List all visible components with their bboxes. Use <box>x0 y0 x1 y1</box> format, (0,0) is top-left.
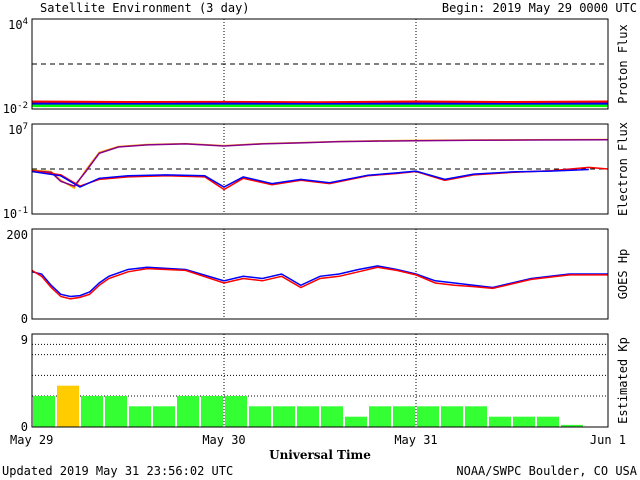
panel-2: 107 10-1 Electron Flux <box>3 122 630 221</box>
credit: NOAA/SWPC Boulder, CO USA <box>456 464 637 478</box>
xlabel: Universal Time <box>269 448 371 462</box>
kp-bar <box>345 416 367 427</box>
kp-bar <box>537 416 559 427</box>
chart-title: Satellite Environment (3 day) <box>40 1 250 15</box>
panel-1: 104 10-2 Proton Flux <box>3 17 630 116</box>
kp-bar <box>249 406 271 427</box>
xtick-label: Jun 1 <box>590 433 626 447</box>
ytick-label-top: 104 <box>8 17 28 32</box>
kp-bar <box>369 406 391 427</box>
kp-bar <box>465 406 487 427</box>
ytick-label-top: 200 <box>6 228 28 242</box>
series-line-3 <box>31 166 609 191</box>
ylabel: Proton Flux <box>616 24 630 103</box>
kp-bar <box>225 396 247 427</box>
ytick-label-bottom: 0 <box>21 420 28 434</box>
panel-frame <box>31 123 609 215</box>
kp-bar <box>393 406 415 427</box>
ytick-label-bottom: 10-1 <box>3 206 28 221</box>
series-line-1 <box>31 100 609 104</box>
kp-bar <box>513 416 535 427</box>
kp-bar <box>273 406 295 427</box>
kp-bar <box>33 396 55 427</box>
kp-bar <box>129 406 151 427</box>
ylabel: GOES Hp <box>616 249 630 300</box>
kp-bar <box>321 406 343 427</box>
kp-bar <box>57 385 79 427</box>
kp-bar <box>81 396 103 427</box>
kp-bar <box>201 396 223 427</box>
ylabel: Estimated Kp <box>616 337 630 424</box>
series-line-2 <box>31 138 609 187</box>
xtick-label: May 30 <box>202 433 245 447</box>
panel-3: 200 0 GOES Hp <box>6 228 630 326</box>
ytick-label-bottom: 10-2 <box>3 101 28 116</box>
kp-bar <box>489 416 511 427</box>
panel-frame <box>31 228 609 320</box>
kp-bar <box>297 406 319 427</box>
kp-bar <box>177 396 199 427</box>
begin-time: Begin: 2019 May 29 0000 UTC <box>441 1 637 15</box>
ytick-label-bottom: 0 <box>21 312 28 326</box>
panel-frame <box>31 333 609 428</box>
kp-bar <box>153 406 175 427</box>
kp-bar <box>441 406 463 427</box>
kp-bar <box>561 424 583 427</box>
series-line-4 <box>31 168 589 188</box>
ylabel: Electron Flux <box>616 122 630 216</box>
ytick-label-top: 9 <box>21 333 28 347</box>
ytick-label-top: 107 <box>8 122 28 137</box>
updated-time: Updated 2019 May 31 23:56:02 UTC <box>2 464 234 478</box>
xtick-label: May 31 <box>394 433 437 447</box>
kp-bar <box>105 396 127 427</box>
kp-bar <box>417 406 439 427</box>
panel-frame <box>31 18 609 110</box>
panel-4: 9 0 Estimated Kp <box>21 333 630 434</box>
x-axis: May 29 May 30 May 31 Jun 1 Universal Time <box>10 433 626 462</box>
series-line-1 <box>31 265 608 298</box>
series-line-2 <box>31 266 608 300</box>
xtick-label: May 29 <box>10 433 53 447</box>
